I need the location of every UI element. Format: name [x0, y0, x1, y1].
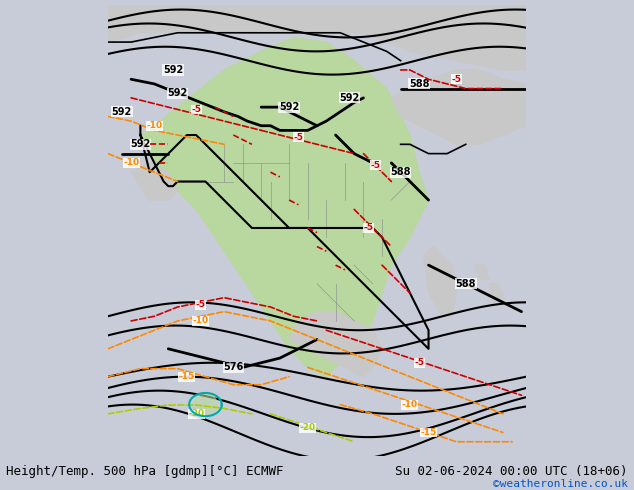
Text: -10: -10: [402, 400, 418, 409]
Polygon shape: [108, 5, 526, 70]
Text: 592: 592: [279, 102, 299, 112]
Text: -10: -10: [123, 158, 139, 168]
Polygon shape: [131, 163, 178, 200]
Text: -5: -5: [191, 105, 201, 114]
Text: -5: -5: [414, 358, 424, 367]
Polygon shape: [489, 284, 503, 302]
Polygon shape: [140, 37, 429, 377]
Polygon shape: [391, 70, 526, 145]
Text: -15: -15: [420, 428, 437, 437]
Text: -5: -5: [196, 300, 206, 309]
Text: -10: -10: [193, 317, 209, 325]
Text: -5: -5: [363, 223, 373, 232]
Text: 592: 592: [339, 93, 359, 103]
Text: -10: -10: [146, 121, 162, 130]
Text: ©weatheronline.co.uk: ©weatheronline.co.uk: [493, 479, 628, 489]
Text: -5: -5: [370, 161, 380, 170]
Text: Su 02-06-2024 00:00 UTC (18+06): Su 02-06-2024 00:00 UTC (18+06): [395, 465, 628, 478]
Text: 592: 592: [112, 107, 132, 117]
Text: 588: 588: [409, 79, 429, 89]
Circle shape: [194, 393, 217, 416]
Text: -20: -20: [300, 423, 316, 432]
Text: -15: -15: [179, 372, 195, 381]
Text: -5: -5: [294, 133, 304, 142]
Polygon shape: [289, 312, 382, 377]
Text: 592: 592: [130, 139, 150, 149]
Polygon shape: [424, 246, 456, 316]
Polygon shape: [475, 265, 489, 279]
Text: 592: 592: [167, 88, 188, 98]
Text: 588: 588: [391, 167, 411, 177]
Text: -5: -5: [451, 75, 462, 84]
Text: Height/Temp. 500 hPa [gdmp][°C] ECMWF: Height/Temp. 500 hPa [gdmp][°C] ECMWF: [6, 465, 284, 478]
Text: 592: 592: [163, 65, 183, 75]
Text: -20: -20: [188, 409, 204, 418]
Text: 588: 588: [455, 279, 476, 289]
Text: 576: 576: [223, 363, 243, 372]
